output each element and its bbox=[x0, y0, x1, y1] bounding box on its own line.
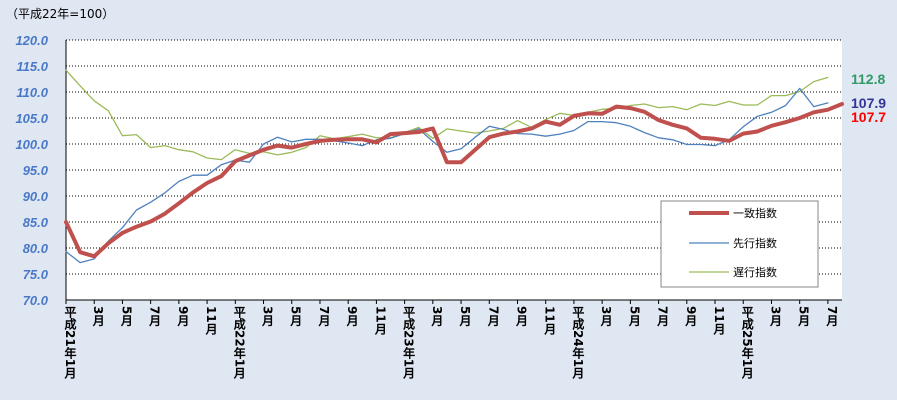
legend-label-2: 遅行指数 bbox=[733, 265, 777, 279]
end-label-2: 112.8 bbox=[851, 71, 885, 87]
x-tick-label: 11月 bbox=[712, 306, 726, 335]
legend-label-1: 先行指数 bbox=[733, 236, 777, 250]
x-tick-label: 平成24年1月 bbox=[571, 306, 585, 380]
x-tick-label: 5月 bbox=[289, 306, 303, 327]
x-tick-label: 5月 bbox=[458, 306, 472, 327]
x-tick-label: 3月 bbox=[768, 306, 782, 327]
x-tick-label: 7月 bbox=[825, 306, 839, 327]
y-tick-label: 95.0 bbox=[23, 163, 49, 178]
x-tick-label: 9月 bbox=[684, 306, 698, 327]
x-tick-label: 3月 bbox=[91, 306, 105, 327]
x-tick-label: 5月 bbox=[119, 306, 133, 327]
y-tick-label: 115.0 bbox=[16, 59, 48, 74]
x-tick-label: 11月 bbox=[373, 306, 387, 335]
y-tick-label: 100.0 bbox=[15, 137, 48, 152]
x-tick-label: 5月 bbox=[797, 306, 811, 327]
x-tick-label: 11月 bbox=[543, 306, 557, 335]
y-tick-label: 105.0 bbox=[15, 111, 48, 126]
series-line-2 bbox=[65, 69, 829, 161]
x-tick-label: 平成23年1月 bbox=[402, 306, 416, 380]
x-tick-label: 3月 bbox=[430, 306, 444, 327]
end-label-0: 107.7 bbox=[851, 109, 886, 125]
x-tick-label: 9月 bbox=[176, 306, 190, 327]
x-tick-label: 平成21年1月 bbox=[63, 306, 77, 380]
y-tick-label: 75.0 bbox=[23, 267, 49, 282]
x-tick-label: 3月 bbox=[261, 306, 275, 327]
x-tick-label: 9月 bbox=[345, 306, 359, 327]
x-tick-label: 平成25年1月 bbox=[740, 306, 754, 380]
end-label-1: 107.9 bbox=[851, 95, 886, 111]
y-tick-label: 90.0 bbox=[23, 189, 49, 204]
x-tick-label: 5月 bbox=[627, 306, 641, 327]
unit-note: （平成22年=100） bbox=[6, 7, 114, 21]
y-tick-label: 80.0 bbox=[23, 241, 49, 256]
x-tick-label: 9月 bbox=[514, 306, 528, 327]
y-tick-label: 70.0 bbox=[23, 293, 49, 308]
x-tick-label: 平成22年1月 bbox=[232, 306, 246, 380]
x-tick-label: 7月 bbox=[148, 306, 162, 327]
x-tick-label: 7月 bbox=[317, 306, 331, 327]
x-tick-label: 3月 bbox=[599, 306, 613, 327]
y-tick-label: 110.0 bbox=[16, 85, 48, 100]
series-line-1 bbox=[65, 87, 829, 264]
x-tick-label: 7月 bbox=[656, 306, 670, 327]
x-tick-label: 11月 bbox=[204, 306, 218, 335]
legend-box bbox=[660, 200, 819, 288]
y-tick-label: 120.0 bbox=[15, 33, 48, 48]
series-line-0 bbox=[64, 102, 844, 259]
y-tick-label: 85.0 bbox=[23, 215, 49, 230]
x-tick-label: 7月 bbox=[486, 306, 500, 327]
legend-label-0: 一致指数 bbox=[733, 206, 777, 220]
